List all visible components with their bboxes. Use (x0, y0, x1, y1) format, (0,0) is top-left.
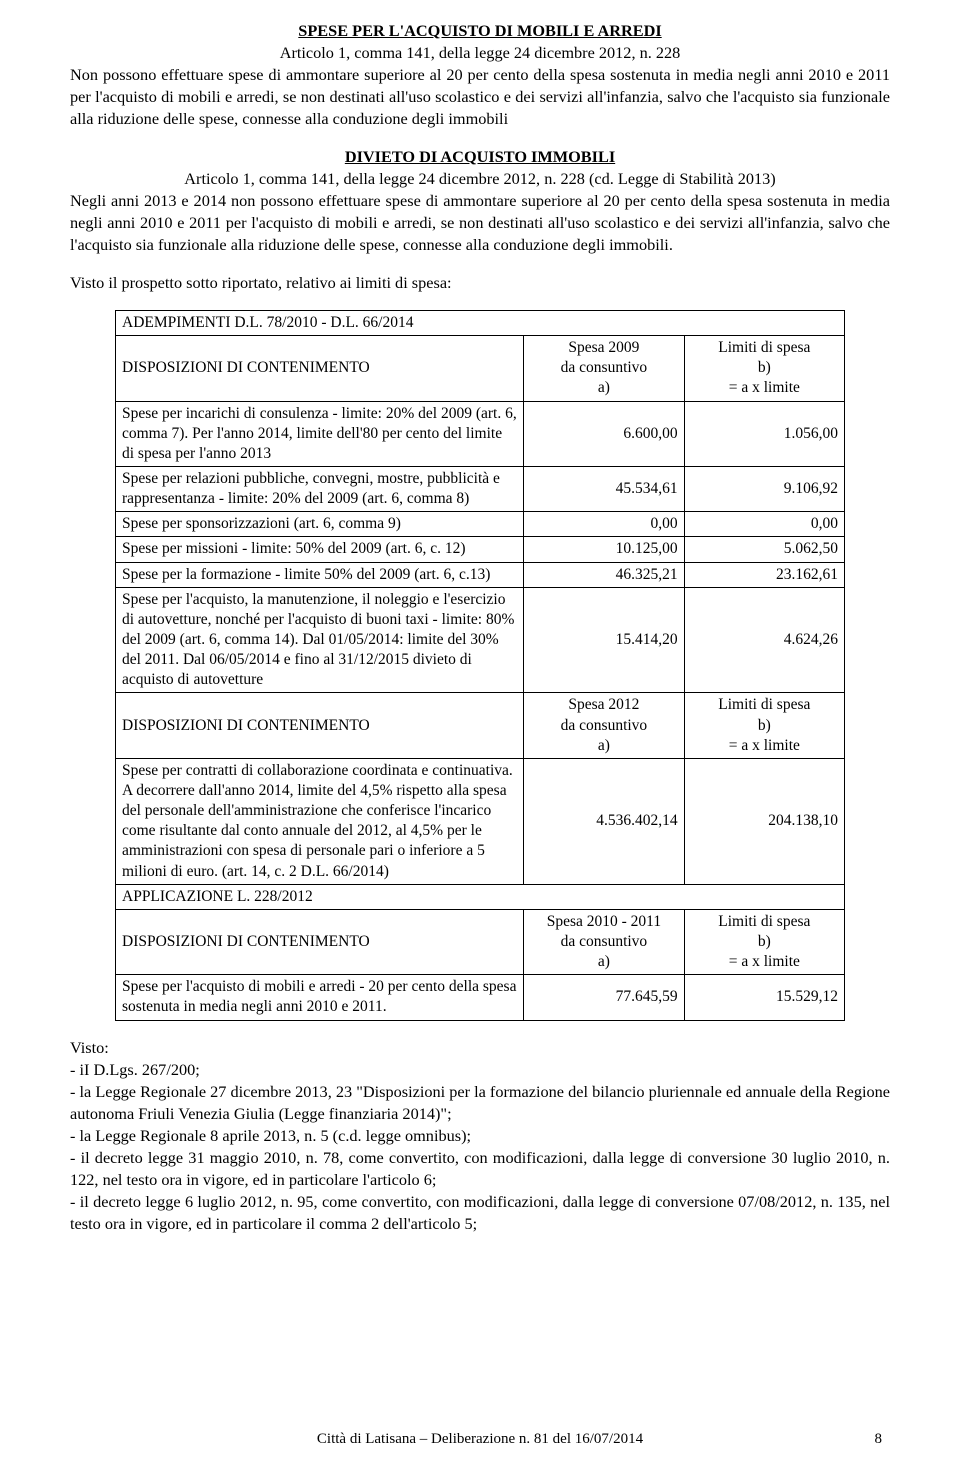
page-number: 8 (875, 1431, 883, 1448)
hdr-lim-3: Limiti di spesa b) = a x limite (684, 909, 844, 974)
table-row: Spese per l'acquisto di mobili e arredi … (116, 975, 845, 1020)
section2-title: DIVIETO DI ACQUISTO IMMOBILI (70, 146, 890, 168)
visto-item: - la Legge Regionale 8 aprile 2013, n. 5… (70, 1125, 890, 1147)
hdr-lim-2: Limiti di spesa b) = a x limite (684, 693, 844, 758)
hdr-disp-3: DISPOSIZIONI DI CONTENIMENTO (116, 909, 524, 974)
visto-head: Visto: (70, 1037, 890, 1059)
visto-item: - iI D.Lgs. 267/200; (70, 1059, 890, 1081)
table-row: Spese per sponsorizzazioni (art. 6, comm… (116, 512, 845, 537)
table-caption: ADEMPIMENTI D.L. 78/2010 - D.L. 66/2014 (116, 311, 845, 336)
section2-body: Negli anni 2013 e 2014 non possono effet… (70, 190, 890, 256)
section1-title: SPESE PER L'ACQUISTO DI MOBILI E ARREDI (70, 20, 890, 42)
table-row: DISPOSIZIONI DI CONTENIMENTO Spesa 2009 … (116, 336, 845, 401)
hdr-lim: Limiti di spesa b) = a x limite (684, 336, 844, 401)
section1-subtitle: Articolo 1, comma 141, della legge 24 di… (70, 42, 890, 64)
limits-table: ADEMPIMENTI D.L. 78/2010 - D.L. 66/2014 … (115, 310, 845, 1021)
table-row: DISPOSIZIONI DI CONTENIMENTO Spesa 2012 … (116, 693, 845, 758)
table-row: Spese per missioni - limite: 50% del 200… (116, 537, 845, 562)
page-footer: Città di Latisana – Deliberazione n. 81 … (0, 1431, 960, 1448)
hdr-disp-2: DISPOSIZIONI DI CONTENIMENTO (116, 693, 524, 758)
table-row: Spese per relazioni pubbliche, convegni,… (116, 466, 845, 511)
table-row: Spese per contratti di collaborazione co… (116, 758, 845, 884)
visto-item: - la Legge Regionale 27 dicembre 2013, 2… (70, 1081, 890, 1125)
visto-item: - il decreto legge 31 maggio 2010, n. 78… (70, 1147, 890, 1191)
table-row: Spese per l'acquisto, la manutenzione, i… (116, 587, 845, 693)
section1-body: Non possono effettuare spese di ammontar… (70, 64, 890, 130)
visto-item: - il decreto legge 6 luglio 2012, n. 95,… (70, 1191, 890, 1235)
hdr-2012: Spesa 2012 da consuntivo a) (524, 693, 684, 758)
hdr-applic: APPLICAZIONE L. 228/2012 (116, 884, 845, 909)
table-row: Spese per incarichi di consulenza - limi… (116, 401, 845, 466)
hdr-2010-11: Spesa 2010 - 2011 da consuntivo a) (524, 909, 684, 974)
table-row: APPLICAZIONE L. 228/2012 (116, 884, 845, 909)
prospetto-intro: Visto il prospetto sotto riportato, rela… (70, 272, 890, 294)
table-row: ADEMPIMENTI D.L. 78/2010 - D.L. 66/2014 (116, 311, 845, 336)
hdr-disp: DISPOSIZIONI DI CONTENIMENTO (116, 336, 524, 401)
table-row: DISPOSIZIONI DI CONTENIMENTO Spesa 2010 … (116, 909, 845, 974)
table-row: Spese per la formazione - limite 50% del… (116, 562, 845, 587)
hdr-2009: Spesa 2009 da consuntivo a) (524, 336, 684, 401)
section2-subtitle: Articolo 1, comma 141, della legge 24 di… (70, 168, 890, 190)
